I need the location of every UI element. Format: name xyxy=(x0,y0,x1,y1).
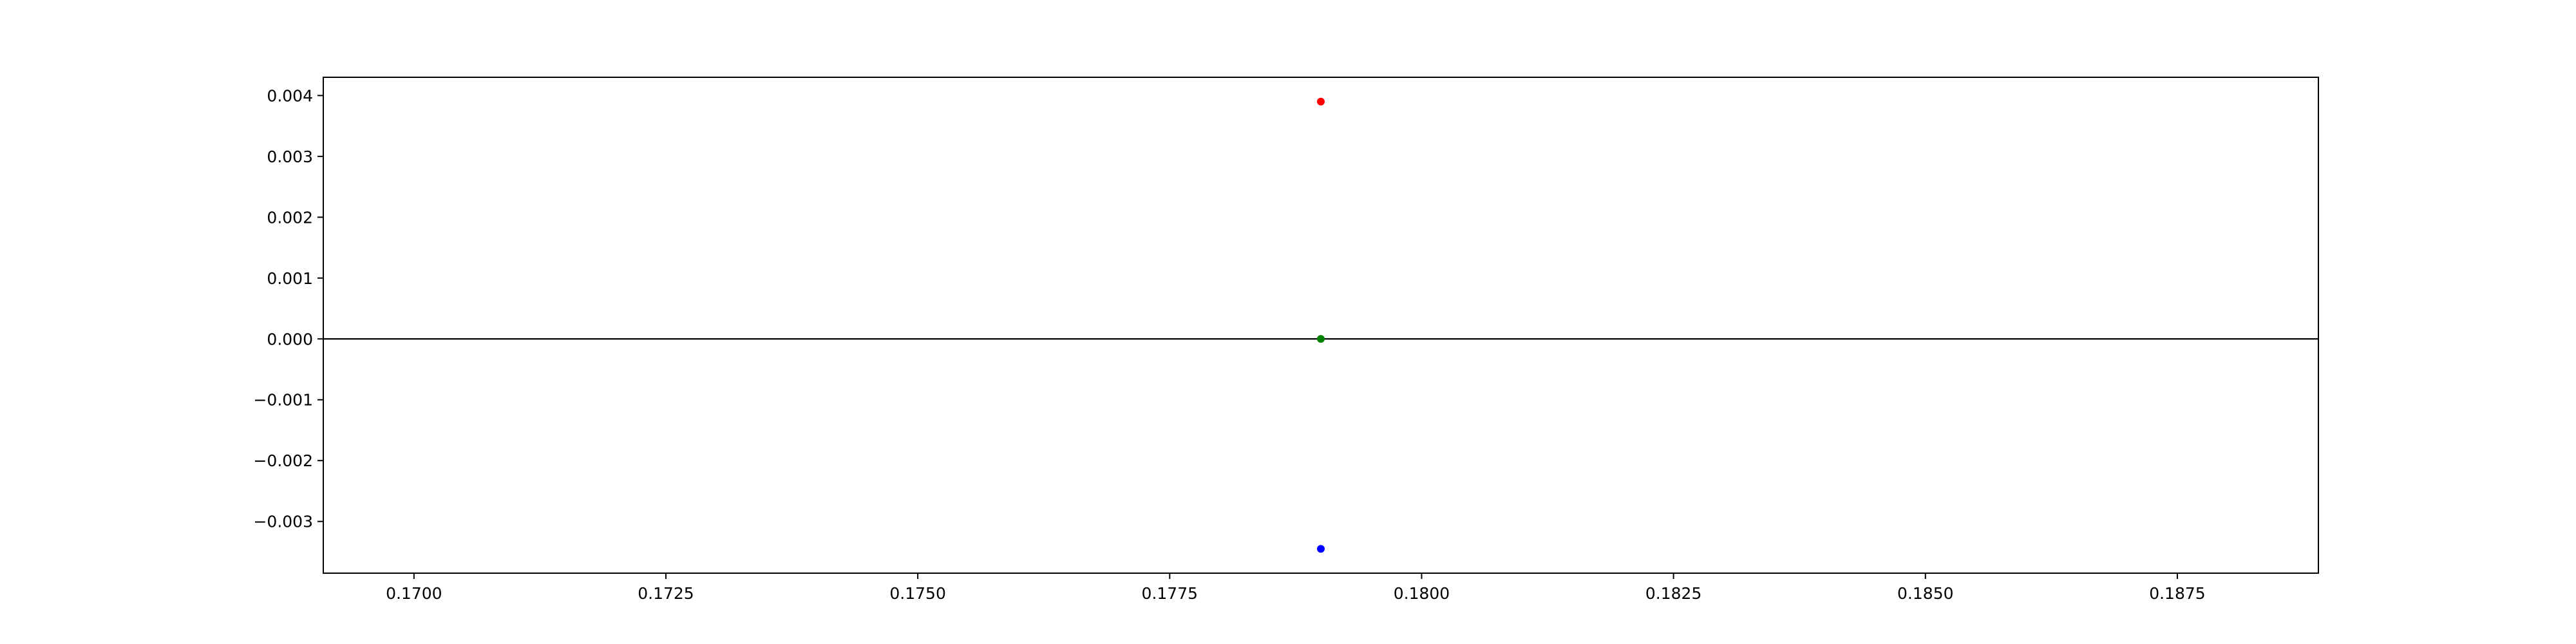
y-tick-label: −0.002 xyxy=(253,451,313,470)
y-tick-label: −0.003 xyxy=(253,513,313,531)
y-tick-label: −0.001 xyxy=(253,391,313,410)
y-tick-label: 0.000 xyxy=(267,330,313,348)
data-point-series-2 xyxy=(1317,335,1325,343)
y-tick-label: 0.002 xyxy=(267,208,313,227)
x-tick-label: 0.1825 xyxy=(1645,584,1701,603)
y-tick-label: 0.001 xyxy=(267,269,313,288)
data-point-series-3 xyxy=(1317,545,1325,553)
data-point-series-1 xyxy=(1317,97,1325,106)
x-tick-label: 0.1725 xyxy=(638,584,694,603)
x-tick-label: 0.1775 xyxy=(1142,584,1198,603)
x-tick-label: 0.1800 xyxy=(1394,584,1450,603)
x-tick-label: 0.1700 xyxy=(386,584,442,603)
x-tick-label: 0.1875 xyxy=(2149,584,2205,603)
axes-frame xyxy=(323,77,2319,574)
x-tick-label: 0.1750 xyxy=(889,584,945,603)
plot-area: 0.1700 0.1725 0.1750 0.1775 0.1800 0.1825 0.18… xyxy=(253,77,2319,603)
x-tick-label: 0.1850 xyxy=(1897,584,1953,603)
y-tick-label: 0.004 xyxy=(267,86,313,105)
y-tick-label: 0.003 xyxy=(267,147,313,166)
